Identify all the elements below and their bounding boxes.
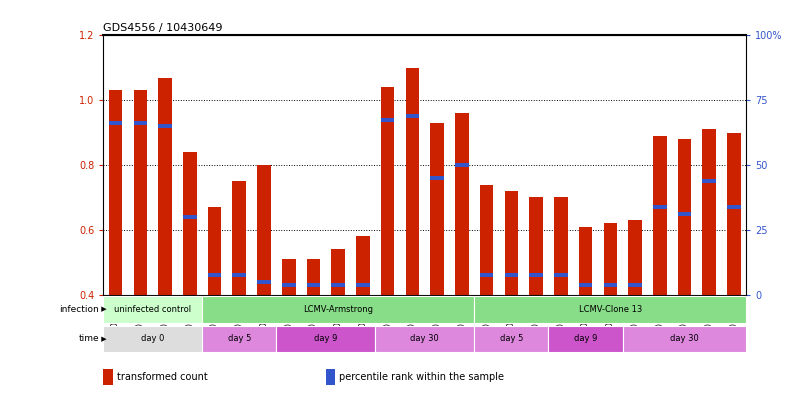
Bar [109, 90, 122, 295]
Bar [133, 90, 147, 295]
Bar [579, 283, 592, 287]
Text: percentile rank within the sample: percentile rank within the sample [339, 372, 504, 382]
Bar [233, 274, 246, 277]
Bar [480, 184, 493, 295]
Text: ▶: ▶ [99, 336, 107, 342]
Bar [208, 274, 222, 277]
Bar [158, 124, 172, 128]
Bar [357, 236, 370, 295]
Bar [381, 87, 395, 295]
Bar [331, 283, 345, 287]
Bar [554, 274, 568, 277]
Text: day 5: day 5 [499, 334, 523, 343]
Bar [158, 77, 172, 295]
Text: LCMV-Clone 13: LCMV-Clone 13 [579, 305, 642, 314]
FancyBboxPatch shape [622, 326, 746, 352]
Bar [406, 114, 419, 118]
Bar [628, 220, 642, 295]
Bar [381, 118, 395, 121]
Bar [579, 227, 592, 295]
Text: ▶: ▶ [99, 307, 107, 312]
FancyBboxPatch shape [103, 296, 202, 323]
FancyBboxPatch shape [474, 326, 549, 352]
Bar [455, 163, 468, 167]
Bar [430, 123, 444, 295]
Bar [727, 205, 741, 209]
Text: day 30: day 30 [410, 334, 439, 343]
Bar [233, 181, 246, 295]
Bar [530, 197, 543, 295]
Text: day 0: day 0 [141, 334, 164, 343]
Bar [628, 283, 642, 287]
Bar [183, 215, 197, 219]
Bar [430, 176, 444, 180]
Text: uninfected control: uninfected control [114, 305, 191, 314]
FancyBboxPatch shape [549, 326, 622, 352]
FancyBboxPatch shape [202, 296, 474, 323]
Bar [282, 259, 295, 295]
FancyBboxPatch shape [202, 326, 276, 352]
Bar [257, 165, 271, 295]
Bar [653, 136, 667, 295]
Bar [331, 249, 345, 295]
Bar [257, 280, 271, 284]
FancyBboxPatch shape [474, 296, 746, 323]
Bar [504, 274, 518, 277]
Text: day 5: day 5 [228, 334, 251, 343]
Bar [133, 121, 147, 125]
Bar [703, 179, 716, 183]
Bar [603, 223, 617, 295]
Text: time: time [79, 334, 99, 343]
Bar [678, 139, 692, 295]
Text: GDS4556 / 10430649: GDS4556 / 10430649 [103, 24, 223, 33]
Bar [282, 283, 295, 287]
Bar [455, 113, 468, 295]
Text: LCMV-Armstrong: LCMV-Armstrong [303, 305, 373, 314]
Bar [703, 129, 716, 295]
Bar [653, 205, 667, 209]
Bar [678, 212, 692, 216]
Text: infection: infection [60, 305, 99, 314]
FancyBboxPatch shape [103, 326, 202, 352]
Text: transformed count: transformed count [117, 372, 207, 382]
Bar [530, 274, 543, 277]
Bar [183, 152, 197, 295]
Bar [406, 68, 419, 295]
Text: day 9: day 9 [314, 334, 337, 343]
Bar [109, 121, 122, 125]
Bar [306, 259, 320, 295]
Bar [603, 283, 617, 287]
Bar [306, 283, 320, 287]
Bar [208, 207, 222, 295]
Bar [554, 197, 568, 295]
Bar [357, 283, 370, 287]
Bar [727, 132, 741, 295]
Bar [504, 191, 518, 295]
FancyBboxPatch shape [376, 326, 474, 352]
Bar [480, 274, 493, 277]
FancyBboxPatch shape [276, 326, 376, 352]
Text: day 30: day 30 [670, 334, 699, 343]
Text: day 9: day 9 [574, 334, 597, 343]
